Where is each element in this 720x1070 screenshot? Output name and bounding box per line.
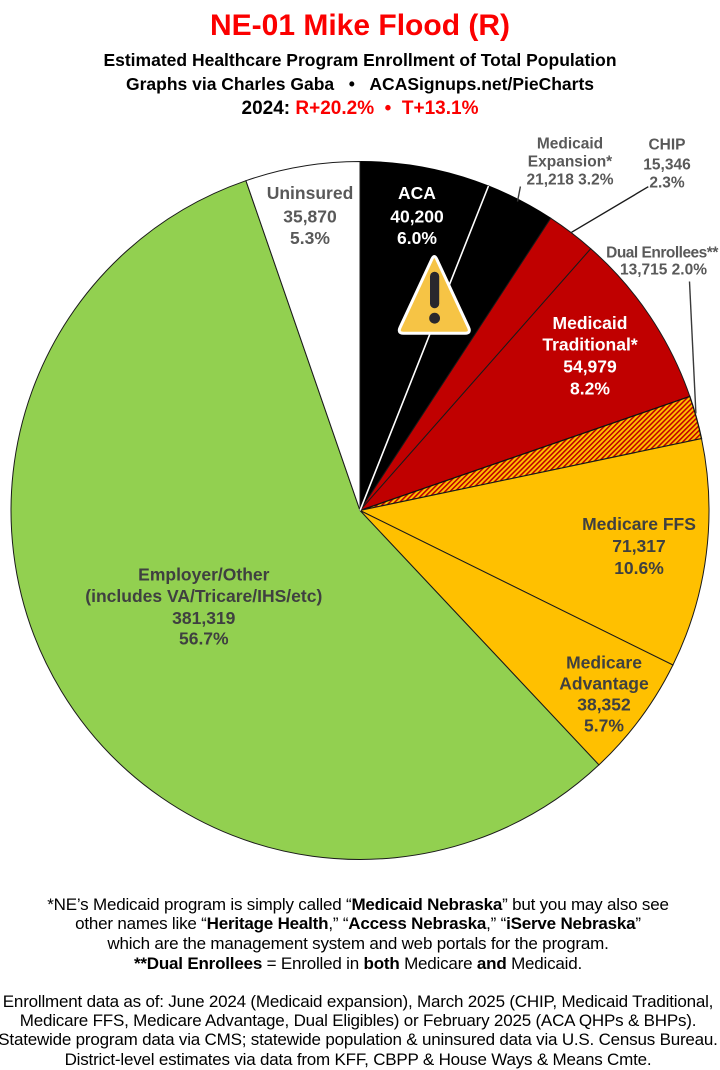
svg-text:71,317: 71,317: [612, 536, 666, 556]
svg-text:6.0%: 6.0%: [397, 228, 437, 248]
svg-text:10.6%: 10.6%: [614, 558, 664, 578]
svg-text:54,979: 54,979: [563, 356, 617, 376]
svg-text:381,319: 381,319: [172, 608, 236, 628]
svg-text:35,870: 35,870: [283, 206, 337, 226]
svg-text:Medicaid: Medicaid: [553, 313, 628, 333]
svg-text:Employer/Other: Employer/Other: [138, 565, 269, 585]
svg-text:5.7%: 5.7%: [584, 715, 624, 735]
svg-text:40,200: 40,200: [390, 206, 444, 226]
svg-text:15,346: 15,346: [643, 156, 691, 173]
svg-text:Traditional*: Traditional*: [542, 334, 637, 354]
svg-text:Advantage: Advantage: [559, 673, 649, 693]
svg-text:13,715 2.0%: 13,715 2.0%: [620, 261, 707, 278]
svg-text:Medicaid: Medicaid: [537, 135, 603, 152]
svg-text:Medicare FFS: Medicare FFS: [582, 514, 696, 534]
svg-text:Uninsured: Uninsured: [267, 183, 354, 203]
svg-text:CHIP: CHIP: [648, 136, 685, 153]
svg-text:56.7%: 56.7%: [179, 629, 229, 649]
svg-text:ACA: ACA: [398, 183, 436, 203]
svg-text:Expansion*: Expansion*: [528, 153, 613, 170]
svg-text:Medicare: Medicare: [566, 652, 642, 672]
svg-text:(includes VA/Tricare/IHS/etc): (includes VA/Tricare/IHS/etc): [85, 586, 322, 606]
svg-text:Dual Enrollees**: Dual Enrollees**: [606, 244, 719, 261]
svg-text:21,218 3.2%: 21,218 3.2%: [526, 171, 613, 188]
svg-text:2.3%: 2.3%: [649, 174, 685, 191]
svg-text:8.2%: 8.2%: [570, 378, 610, 398]
svg-text:5.3%: 5.3%: [290, 228, 330, 248]
svg-text:38,352: 38,352: [577, 694, 631, 714]
